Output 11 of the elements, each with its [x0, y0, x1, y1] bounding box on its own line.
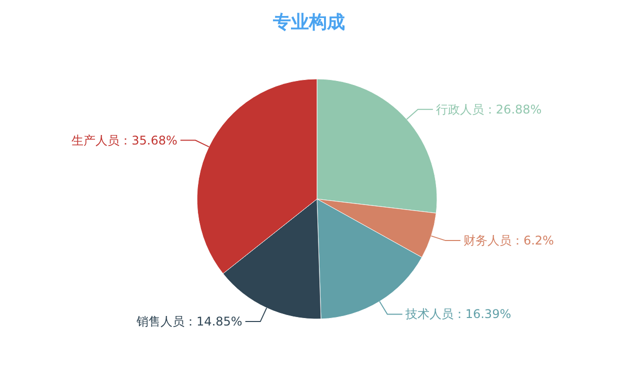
slice-label: 财务人员	[463, 234, 512, 248]
slice-label: 销售人员	[136, 314, 185, 329]
data-label: ：14.85%	[184, 314, 242, 329]
slice-label: 生产人员	[72, 133, 120, 148]
chart-title: 专业构成	[272, 12, 345, 33]
data-label: ：26.88%	[484, 102, 542, 116]
data-label: ：16.39%	[453, 307, 512, 322]
data-label: ：35.68%	[120, 133, 178, 148]
slice-label: 行政人员	[436, 102, 484, 116]
slice-label: 技术人员	[404, 307, 454, 322]
data-label: ：6.2%	[511, 234, 554, 248]
